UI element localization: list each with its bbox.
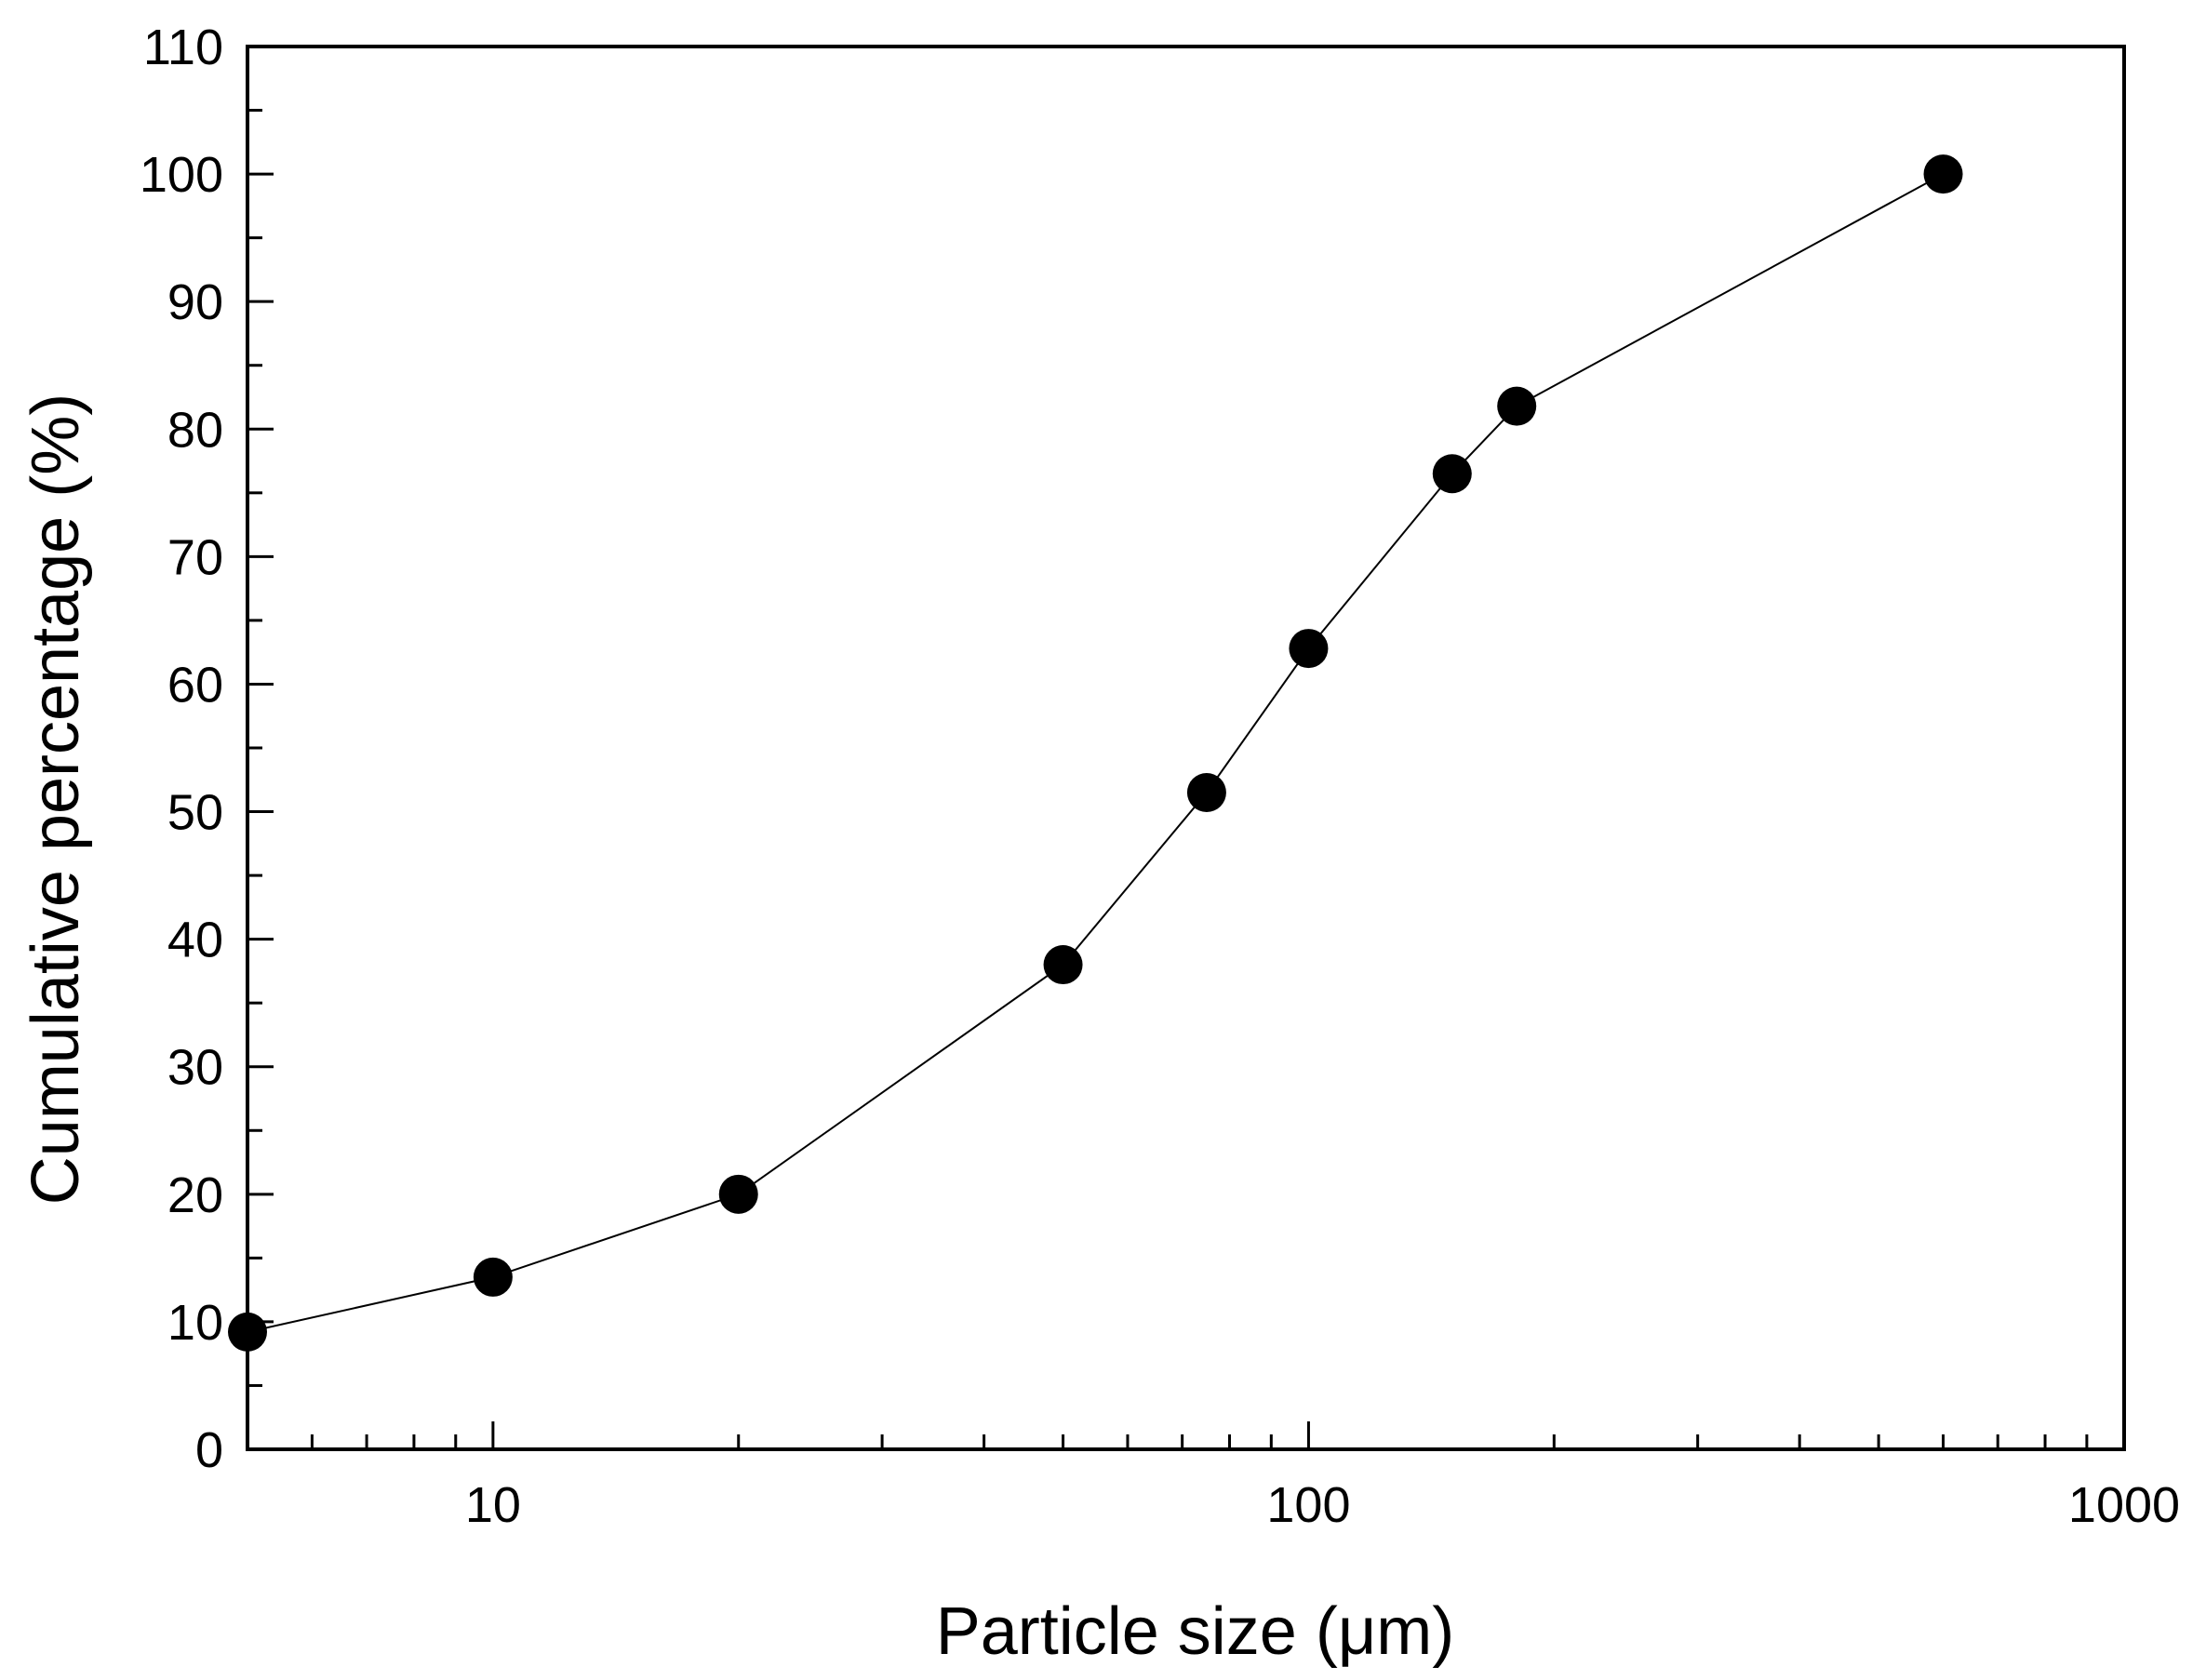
y-tick-label: 70 <box>167 529 223 585</box>
y-tick-label: 40 <box>167 913 223 968</box>
data-point <box>1043 945 1083 985</box>
y-tick-labels: 0 10 20 30 40 50 60 70 80 90 100 110 <box>140 20 223 1478</box>
y-tick-label: 110 <box>143 20 223 75</box>
y-tick-label: 20 <box>167 1167 223 1223</box>
minor-ticks <box>247 109 2089 1449</box>
y-tick-label: 0 <box>195 1422 223 1478</box>
y-tick-label: 50 <box>167 785 223 841</box>
data-point <box>1432 454 1472 494</box>
data-point <box>1923 154 1963 194</box>
x-axis-title: Particle size (μm) <box>936 1594 1455 1669</box>
y-tick-label: 30 <box>167 1040 223 1096</box>
x-tick-labels: 10 100 1000 <box>465 1477 2180 1533</box>
data-markers <box>228 154 1963 1352</box>
y-tick-label: 90 <box>167 274 223 330</box>
x-tick-label: 100 <box>1266 1477 1350 1533</box>
data-point <box>1289 629 1329 669</box>
data-point <box>1497 386 1537 426</box>
x-tick-label: 10 <box>465 1477 521 1533</box>
data-point <box>473 1257 513 1297</box>
data-point <box>1186 772 1226 812</box>
x-tick-label: 1000 <box>2068 1477 2180 1533</box>
y-tick-label: 80 <box>167 402 223 458</box>
plot-frame <box>246 45 2126 1451</box>
y-tick-label: 60 <box>167 657 223 713</box>
y-tick-label: 10 <box>167 1295 223 1351</box>
y-tick-label: 100 <box>140 147 223 203</box>
data-point <box>718 1174 758 1214</box>
y-axis-title: Cumulative percentage (%) <box>19 393 93 1205</box>
